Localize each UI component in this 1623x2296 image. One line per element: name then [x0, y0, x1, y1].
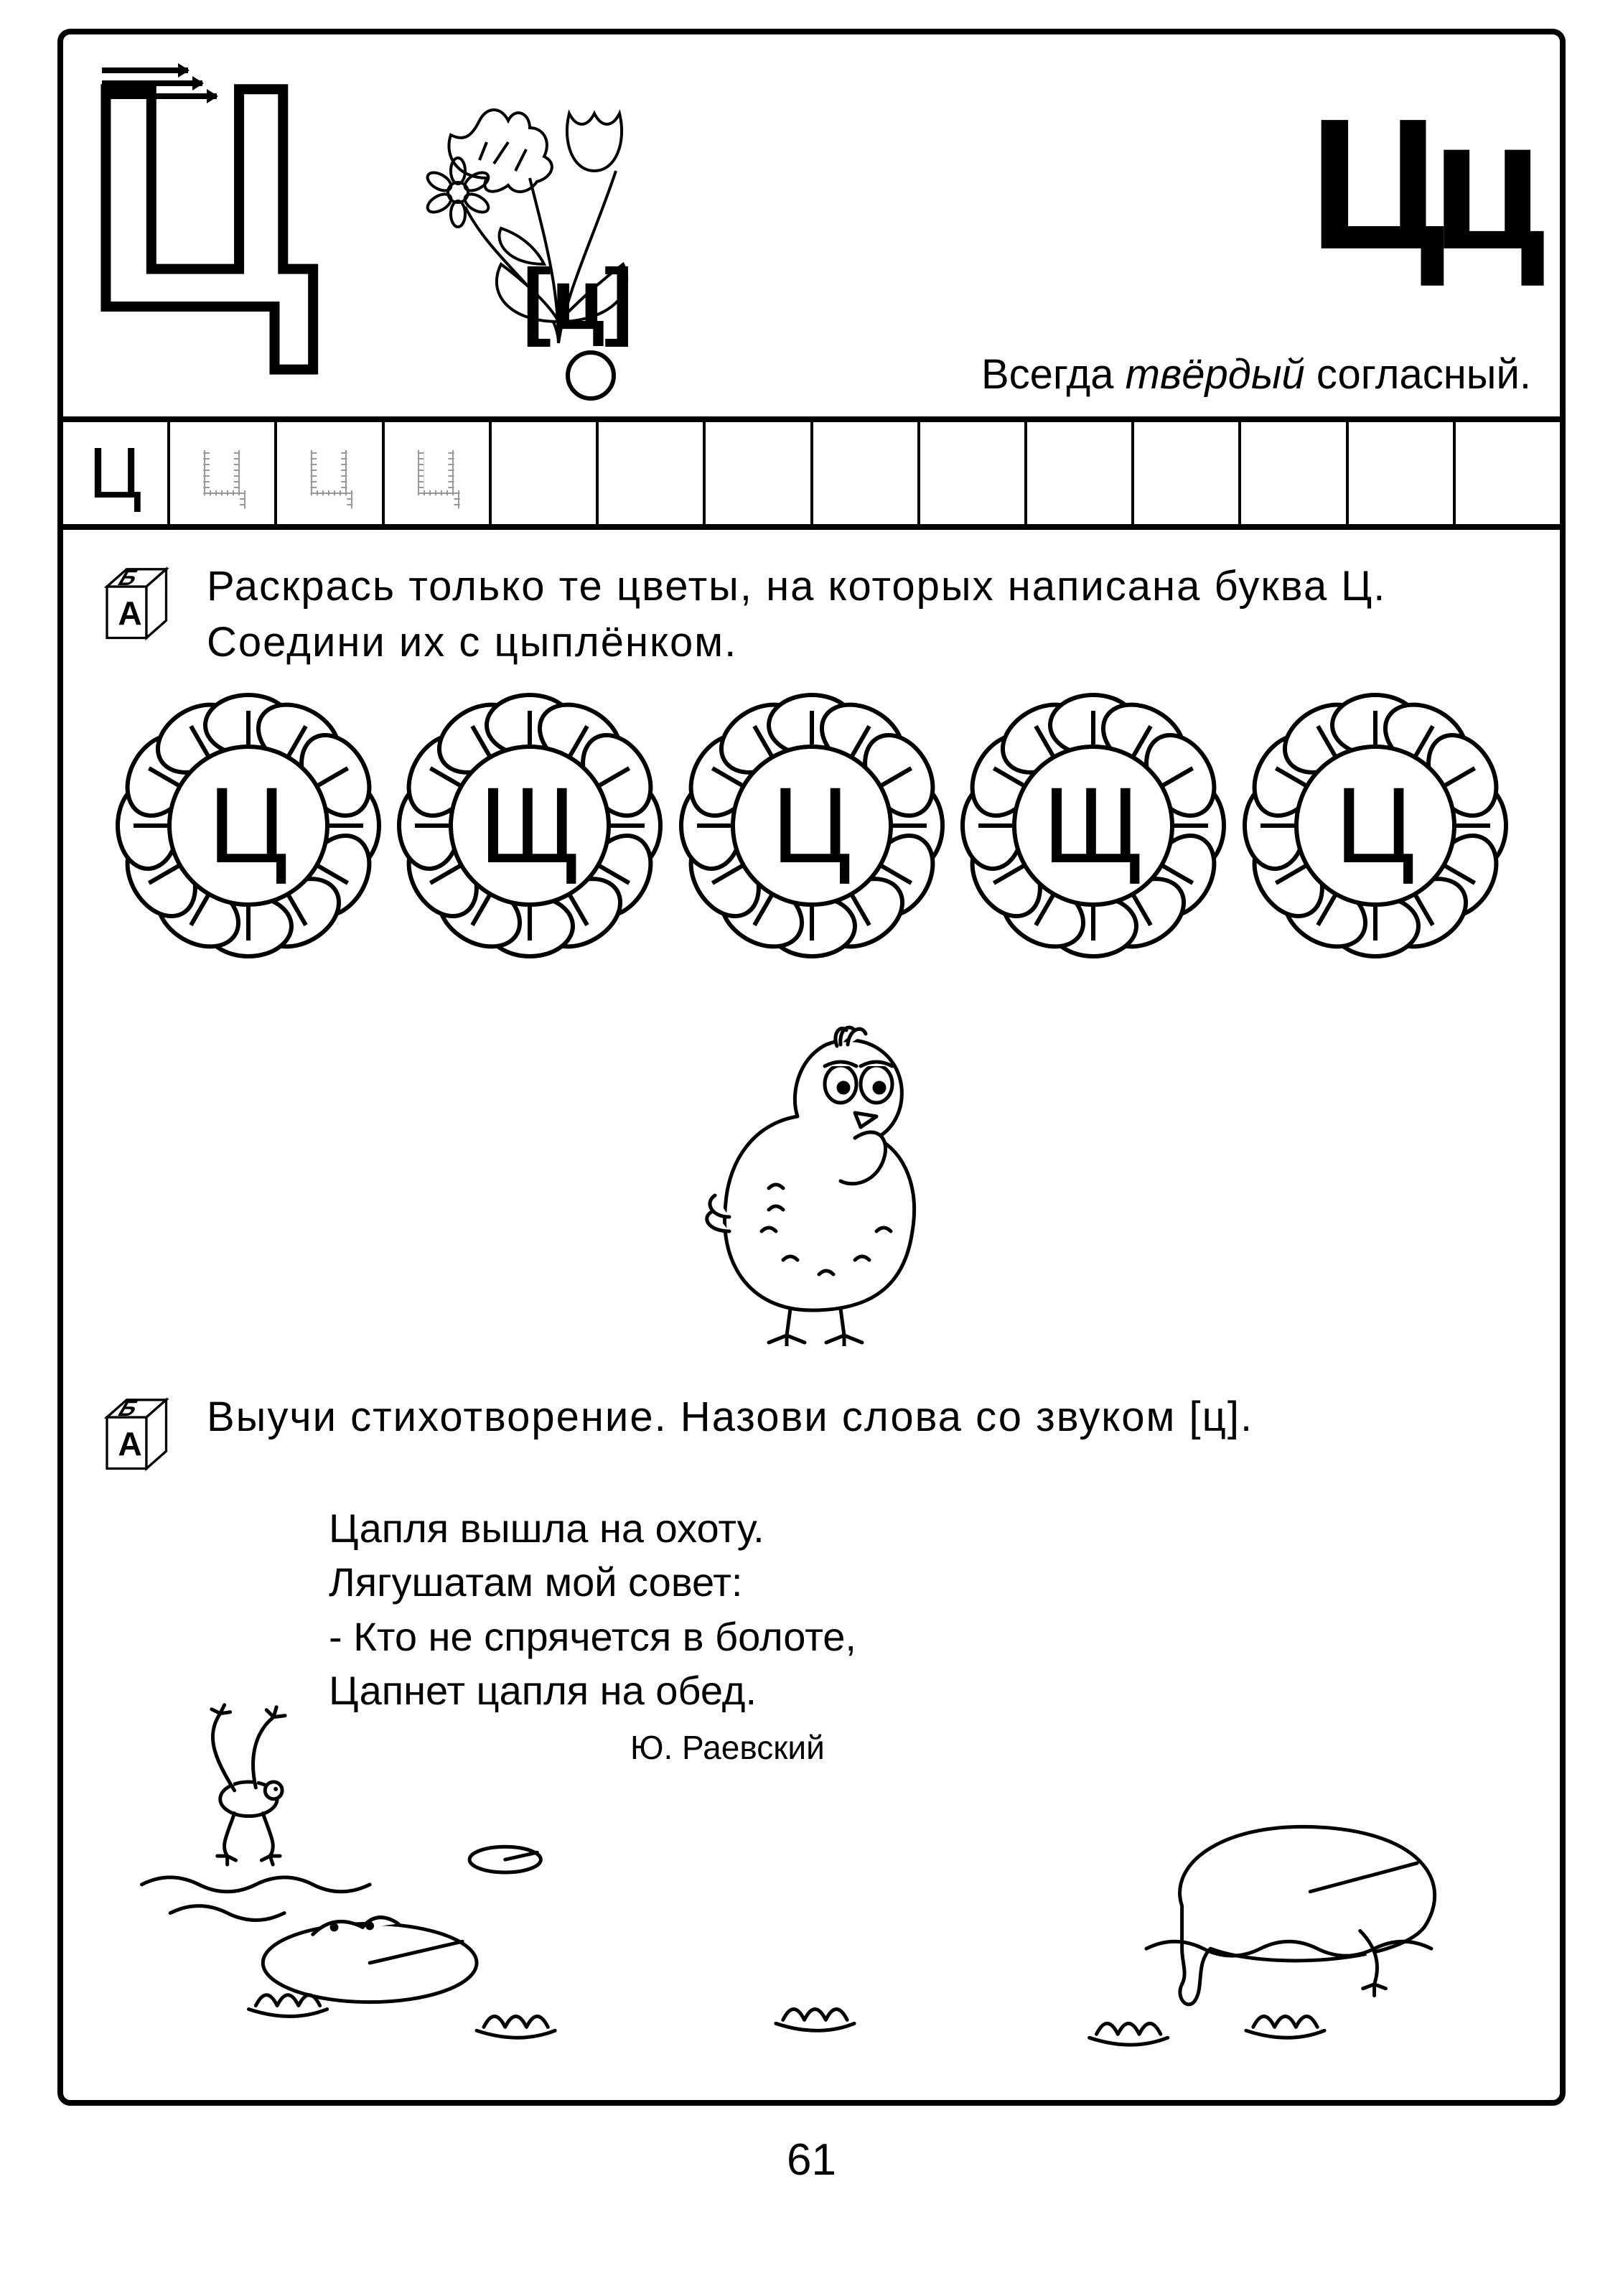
poem-line: Лягушатам мой совет:	[329, 1555, 1524, 1610]
svg-text:А: А	[118, 1424, 141, 1462]
flowers-icon	[372, 34, 745, 416]
writing-cell[interactable]	[1456, 422, 1560, 524]
desc-post: согласный.	[1305, 351, 1531, 398]
writing-cell[interactable]	[1027, 422, 1134, 524]
page-frame: Ц	[57, 29, 1566, 2106]
desc-em: твёрдый	[1126, 351, 1305, 398]
task-1: А Б В Раскрась только те цветы, на котор…	[99, 559, 1524, 671]
writing-cell[interactable]	[1349, 422, 1456, 524]
page-number: 61	[57, 2134, 1566, 2185]
stroke-arrows-icon	[102, 67, 210, 106]
letter-flower[interactable]: Ц	[116, 693, 381, 958]
letter-flower[interactable]: Щ	[397, 693, 663, 958]
phonetic-label: [ц]	[523, 250, 633, 349]
writing-cell[interactable]	[1241, 422, 1348, 524]
writing-cell[interactable]: Ц	[277, 422, 384, 524]
task-2-text: Выучи стихотворение. Назови слова со зву…	[207, 1389, 1253, 1473]
writing-cell[interactable]: Ц	[63, 422, 170, 524]
flower-letter: Щ	[960, 693, 1226, 958]
page: Ц	[0, 0, 1623, 2214]
tasks-area: А Б В Раскрась только те цветы, на котор…	[63, 530, 1560, 2100]
cube-icon: А Б В	[99, 563, 178, 642]
writing-cell[interactable]	[813, 422, 920, 524]
poem-line: Цапля вышла на охоту.	[329, 1501, 1524, 1556]
big-letter-box: Ц	[63, 34, 372, 416]
sound-description: Всегда твёрдый согласный.	[981, 350, 1531, 398]
writing-row: ЦЦЦЦ	[63, 422, 1560, 530]
pond-frogs-icon	[99, 1684, 1524, 2057]
letter-flower[interactable]: Щ	[960, 693, 1226, 958]
writing-cell[interactable]: Ц	[385, 422, 492, 524]
header-panel: Ц	[63, 34, 1560, 422]
flower-letter: Ц	[679, 693, 945, 958]
writing-cell[interactable]	[599, 422, 706, 524]
writing-cell[interactable]: Ц	[170, 422, 277, 524]
writing-cell[interactable]	[1134, 422, 1241, 524]
poem-line: - Кто не спрячется в болоте,	[329, 1610, 1524, 1664]
task-1-text: Раскрась только те цветы, на которых нап…	[207, 559, 1524, 671]
flower-letter: Ц	[116, 693, 381, 958]
flower-row: Ц Щ Ц Щ Ц	[99, 693, 1524, 958]
cube-icon: А Б В	[99, 1394, 178, 1473]
letter-pair: Цц	[1309, 78, 1531, 292]
letter-flower[interactable]: Ц	[679, 693, 945, 958]
flower-letter: Щ	[397, 693, 663, 958]
desc-pre: Всегда	[981, 351, 1126, 398]
task-2: А Б В Выучи стихотворение. Назови слова …	[99, 1389, 1524, 1473]
letter-flower[interactable]: Ц	[1243, 693, 1508, 958]
chick-icon	[99, 973, 1524, 1346]
writing-cell[interactable]	[706, 422, 813, 524]
svg-text:А: А	[118, 594, 141, 632]
sound-circle-icon	[566, 350, 616, 401]
flower-letter: Ц	[1243, 693, 1508, 958]
writing-cell[interactable]	[492, 422, 599, 524]
writing-cell[interactable]	[920, 422, 1027, 524]
